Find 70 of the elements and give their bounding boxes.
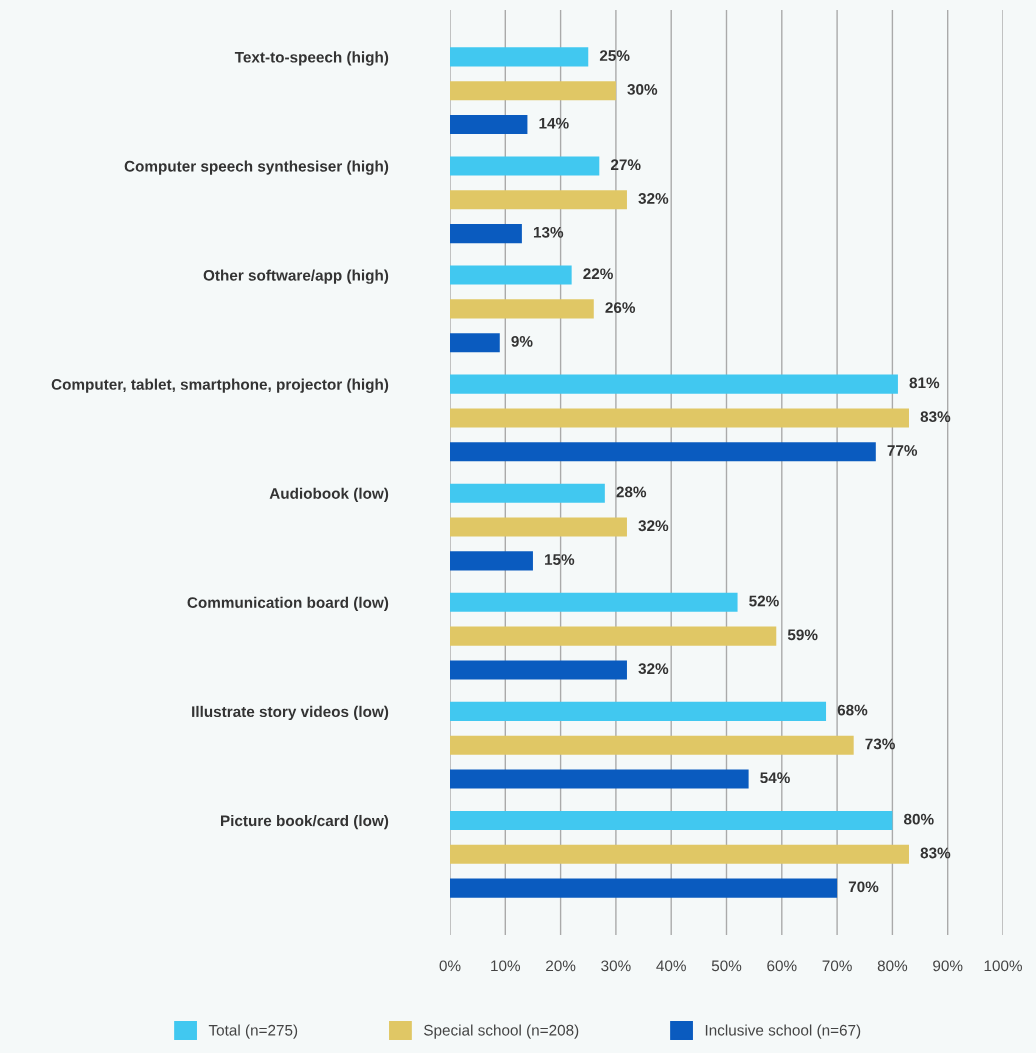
bar bbox=[450, 551, 533, 571]
legend-label: Total (n=275) bbox=[208, 1024, 298, 1039]
y-tick-label: Audiobook (low) bbox=[269, 487, 389, 502]
x-tick-label: 50% bbox=[711, 960, 742, 972]
bar bbox=[450, 442, 876, 462]
bar bbox=[450, 769, 749, 789]
y-tick-label: Communication board (low) bbox=[187, 596, 389, 612]
data-label: 15% bbox=[545, 554, 575, 565]
data-label: 27% bbox=[610, 159, 641, 171]
x-tick-label: 100% bbox=[984, 960, 1022, 972]
data-label: 80% bbox=[904, 813, 934, 825]
bar bbox=[450, 333, 500, 353]
data-label: 32% bbox=[638, 520, 669, 532]
bar bbox=[450, 299, 594, 319]
x-tick-label: 80% bbox=[877, 960, 908, 972]
bar bbox=[450, 844, 909, 864]
data-label: 13% bbox=[533, 226, 564, 238]
data-label: 59% bbox=[787, 629, 818, 641]
x-tick-label: 60% bbox=[767, 960, 797, 972]
legend-label: Special school (n=208) bbox=[424, 1024, 579, 1039]
data-label: 14% bbox=[539, 117, 569, 129]
data-label: 25% bbox=[599, 50, 630, 62]
data-label: 26% bbox=[605, 302, 636, 313]
y-tick-label: Picture book/card (low) bbox=[220, 814, 389, 830]
bar bbox=[450, 265, 572, 285]
bar bbox=[450, 592, 738, 612]
data-label: 83% bbox=[920, 847, 951, 859]
bar bbox=[450, 47, 589, 67]
bar bbox=[450, 517, 627, 537]
x-tick-label: 10% bbox=[491, 960, 521, 972]
bar bbox=[450, 735, 854, 755]
bar bbox=[450, 810, 893, 831]
x-tick-label: 20% bbox=[546, 960, 576, 972]
data-label: 30% bbox=[627, 84, 658, 95]
legend-label: Inclusive school (n=67) bbox=[705, 1024, 861, 1039]
x-tick-label: 0% bbox=[439, 960, 461, 972]
data-label: 22% bbox=[583, 268, 613, 280]
bar bbox=[450, 483, 605, 503]
x-tick-label: 30% bbox=[601, 960, 631, 972]
bar bbox=[450, 190, 627, 210]
x-tick-label: 90% bbox=[933, 960, 963, 972]
bar bbox=[450, 701, 827, 721]
data-label: 32% bbox=[638, 193, 669, 204]
bar bbox=[450, 878, 838, 898]
x-tick-label: 40% bbox=[656, 960, 686, 972]
data-label: 70% bbox=[848, 881, 879, 893]
y-tick-label: Computer, tablet, smartphone, projector (high) bbox=[51, 378, 389, 393]
data-label: 32% bbox=[638, 663, 669, 675]
bar bbox=[450, 224, 522, 244]
bar bbox=[450, 114, 528, 135]
data-label: 9% bbox=[511, 335, 533, 347]
data-label: 73% bbox=[865, 738, 895, 750]
bar bbox=[450, 156, 600, 176]
data-label: 77% bbox=[887, 445, 918, 456]
data-label: 28% bbox=[616, 486, 647, 498]
data-label: 81% bbox=[909, 377, 940, 389]
data-label: 83% bbox=[920, 411, 951, 423]
bar bbox=[450, 81, 616, 101]
y-tick-label: Other software/app (high) bbox=[203, 269, 389, 284]
y-tick-label: Computer speech synthesiser (high) bbox=[124, 160, 389, 175]
y-tick-label: Illustrate story videos (low) bbox=[192, 705, 389, 721]
bar bbox=[450, 660, 627, 680]
data-label: 68% bbox=[837, 704, 868, 716]
bar bbox=[450, 626, 777, 646]
bar bbox=[450, 408, 909, 428]
bar bbox=[450, 374, 898, 394]
data-label: 54% bbox=[760, 772, 790, 784]
x-tick-label: 70% bbox=[822, 960, 852, 972]
data-label: 52% bbox=[749, 595, 779, 607]
y-tick-label: Text-to-speech (high) bbox=[234, 51, 389, 66]
